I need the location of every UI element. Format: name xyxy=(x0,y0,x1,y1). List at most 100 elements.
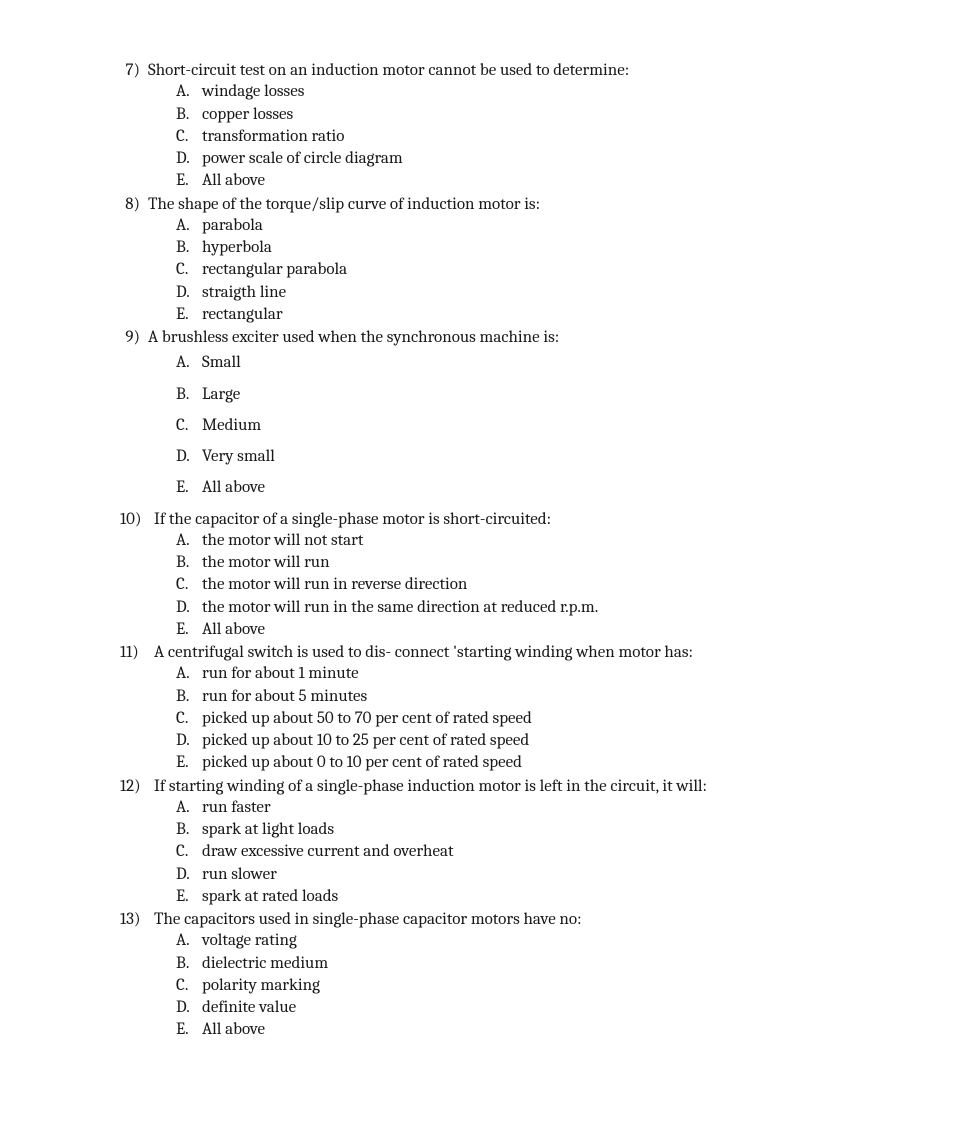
option-a: A.parabola xyxy=(176,215,862,236)
option-text: polarity marking xyxy=(202,975,862,996)
option-letter: D. xyxy=(176,730,202,751)
option-e: E.All above xyxy=(176,170,862,191)
question-number: 12) xyxy=(120,776,154,797)
option-b: B.run for about 5 minutes xyxy=(176,686,862,707)
option-letter: E. xyxy=(176,619,202,640)
option-a: A.Small xyxy=(176,352,862,373)
option-letter: A. xyxy=(176,663,202,684)
option-letter: A. xyxy=(176,930,202,951)
option-d: D.power scale of circle diagram xyxy=(176,148,862,169)
option-d: D.run slower xyxy=(176,864,862,885)
question-number: 13) xyxy=(120,909,154,930)
option-text: run slower xyxy=(202,864,862,885)
question-text: The shape of the torque/slip curve of in… xyxy=(148,194,862,215)
option-text: Medium xyxy=(202,415,862,436)
option-d: D.picked up about 10 to 25 per cent of r… xyxy=(176,730,862,751)
option-letter: D. xyxy=(176,282,202,303)
option-text: draw excessive current and overheat xyxy=(202,841,862,862)
option-e: E.spark at rated loads xyxy=(176,886,862,907)
option-letter: A. xyxy=(176,81,202,102)
option-c: C.rectangular parabola xyxy=(176,259,862,280)
question-12: 12) If starting winding of a single-phas… xyxy=(120,776,862,908)
option-b: B.hyperbola xyxy=(176,237,862,258)
question-number: 7) xyxy=(120,60,148,81)
option-text: voltage rating xyxy=(202,930,862,951)
option-text: All above xyxy=(202,619,862,640)
option-b: B.spark at light loads xyxy=(176,819,862,840)
option-e: E.rectangular xyxy=(176,304,862,325)
question-text: A brushless exciter used when the synchr… xyxy=(148,327,862,348)
option-letter: A. xyxy=(176,215,202,236)
question-number: 11) xyxy=(120,642,154,663)
option-b: B.dielectric medium xyxy=(176,953,862,974)
option-c: C.the motor will run in reverse directio… xyxy=(176,574,862,595)
question-text: If starting winding of a single-phase in… xyxy=(154,776,862,797)
option-letter: B. xyxy=(176,552,202,573)
option-letter: E. xyxy=(176,1019,202,1040)
question-number: 10) xyxy=(120,509,154,530)
option-text: run for about 1 minute xyxy=(202,663,862,684)
option-d: D.Very small xyxy=(176,446,862,467)
option-letter: C. xyxy=(176,975,202,996)
option-c: C.Medium xyxy=(176,415,862,436)
option-letter: E. xyxy=(176,886,202,907)
option-letter: C. xyxy=(176,415,202,436)
option-text: picked up about 0 to 10 per cent of rate… xyxy=(202,752,862,773)
option-a: A.the motor will not start xyxy=(176,530,862,551)
option-letter: D. xyxy=(176,446,202,467)
question-text: Short-circuit test on an induction motor… xyxy=(148,60,862,81)
option-letter: C. xyxy=(176,259,202,280)
option-text: All above xyxy=(202,477,862,498)
document-content: 7) Short-circuit test on an induction mo… xyxy=(120,60,862,1041)
option-text: the motor will run xyxy=(202,552,862,573)
option-d: D.definite value xyxy=(176,997,862,1018)
question-number: 9) xyxy=(120,327,148,348)
option-text: copper losses xyxy=(202,104,862,125)
option-text: Large xyxy=(202,384,862,405)
option-a: A.run for about 1 minute xyxy=(176,663,862,684)
option-letter: B. xyxy=(176,953,202,974)
option-letter: C. xyxy=(176,574,202,595)
option-c: C.polarity marking xyxy=(176,975,862,996)
option-text: straigth line xyxy=(202,282,862,303)
option-letter: D. xyxy=(176,997,202,1018)
question-text: The capacitors used in single-phase capa… xyxy=(154,909,862,930)
question-10: 10) If the capacitor of a single-phase m… xyxy=(120,509,862,641)
option-letter: C. xyxy=(176,841,202,862)
option-text: the motor will run in reverse direction xyxy=(202,574,862,595)
option-d: D.straigth line xyxy=(176,282,862,303)
question-text: A centrifugal switch is used to dis- con… xyxy=(154,642,862,663)
option-text: hyperbola xyxy=(202,237,862,258)
option-letter: B. xyxy=(176,384,202,405)
option-b: B.the motor will run xyxy=(176,552,862,573)
option-text: windage losses xyxy=(202,81,862,102)
option-text: rectangular xyxy=(202,304,862,325)
option-text: transformation ratio xyxy=(202,126,862,147)
option-text: Very small xyxy=(202,446,862,467)
option-text: Small xyxy=(202,352,862,373)
option-text: All above xyxy=(202,170,862,191)
option-letter: B. xyxy=(176,819,202,840)
option-b: B. Large xyxy=(176,384,862,405)
option-letter: B. xyxy=(176,686,202,707)
option-a: A.windage losses xyxy=(176,81,862,102)
option-letter: A. xyxy=(176,530,202,551)
question-9: 9) A brushless exciter used when the syn… xyxy=(120,327,862,499)
option-c: C.picked up about 50 to 70 per cent of r… xyxy=(176,708,862,729)
option-text: definite value xyxy=(202,997,862,1018)
option-e: E.picked up about 0 to 10 per cent of ra… xyxy=(176,752,862,773)
option-d: D.the motor will run in the same directi… xyxy=(176,597,862,618)
option-c: C.transformation ratio xyxy=(176,126,862,147)
question-7: 7) Short-circuit test on an induction mo… xyxy=(120,60,862,192)
option-text: dielectric medium xyxy=(202,953,862,974)
option-a: A.voltage rating xyxy=(176,930,862,951)
option-text: rectangular parabola xyxy=(202,259,862,280)
option-text: the motor will not start xyxy=(202,530,862,551)
option-text: spark at rated loads xyxy=(202,886,862,907)
option-e: E.All above xyxy=(176,619,862,640)
option-a: A.run faster xyxy=(176,797,862,818)
option-c: C.draw excessive current and overheat xyxy=(176,841,862,862)
option-letter: D. xyxy=(176,148,202,169)
option-text: power scale of circle diagram xyxy=(202,148,862,169)
option-text: run for about 5 minutes xyxy=(202,686,862,707)
